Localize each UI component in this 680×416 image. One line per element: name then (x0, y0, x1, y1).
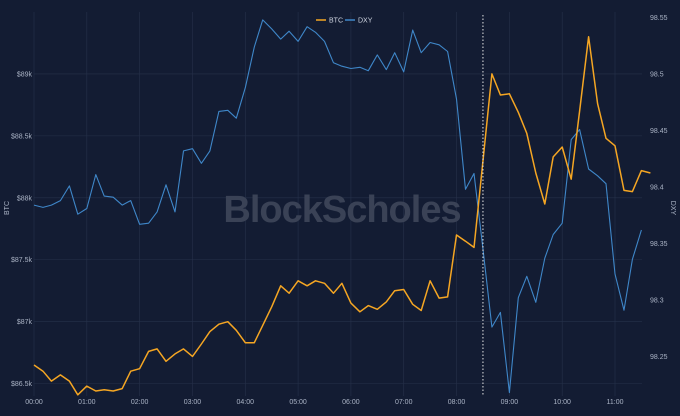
right-axis-title: DXY (669, 201, 676, 216)
x-tick-label: 03:00 (184, 399, 202, 406)
left-tick-label: $87.5k (11, 257, 33, 264)
x-tick-label: 09:00 (501, 399, 519, 406)
x-tick-label: 02:00 (131, 399, 149, 406)
right-tick-label: 98.3 (650, 298, 664, 305)
left-axis-title: BTC (4, 201, 11, 215)
right-tick-label: 98.55 (650, 15, 668, 22)
x-tick-label: 04:00 (237, 399, 255, 406)
grid (33, 12, 642, 396)
x-tick-label: 06:00 (342, 399, 360, 406)
right-tick-label: 98.45 (650, 128, 668, 135)
right-tick-label: 98.4 (650, 185, 664, 192)
left-tick-label: $86.5k (11, 381, 33, 388)
left-tick-label: $87k (17, 319, 33, 326)
watermark: BlockScholes (223, 189, 460, 231)
axes: 00:00 01:00 02:00 03:00 04:00 05:00 06:00 07:00… (4, 15, 676, 406)
btc-series-line (33, 36, 651, 396)
right-tick-label: 98.5 (650, 72, 664, 79)
x-tick-label: 10:00 (553, 399, 571, 406)
x-tick-label: 07:00 (395, 399, 413, 406)
dxy-legend-label[interactable]: DXY (358, 18, 373, 25)
series-layer (33, 19, 651, 396)
left-tick-label: $88k (17, 195, 33, 202)
x-tick-label: 00:00 (25, 399, 43, 406)
x-tick-label: 08:00 (448, 399, 466, 406)
right-tick-label: 98.25 (650, 354, 668, 361)
legend[interactable]: BTC DXY (316, 18, 373, 25)
left-tick-label: $89k (17, 71, 33, 78)
dxy-series-line (33, 19, 642, 394)
x-tick-label: 05:00 (289, 399, 307, 406)
x-tick-label: 01:00 (78, 399, 96, 406)
btc-legend-label[interactable]: BTC (329, 18, 343, 25)
x-tick-label: 11:00 (607, 399, 624, 406)
left-tick-label: $88.5k (11, 133, 33, 140)
right-tick-label: 98.35 (650, 241, 668, 248)
